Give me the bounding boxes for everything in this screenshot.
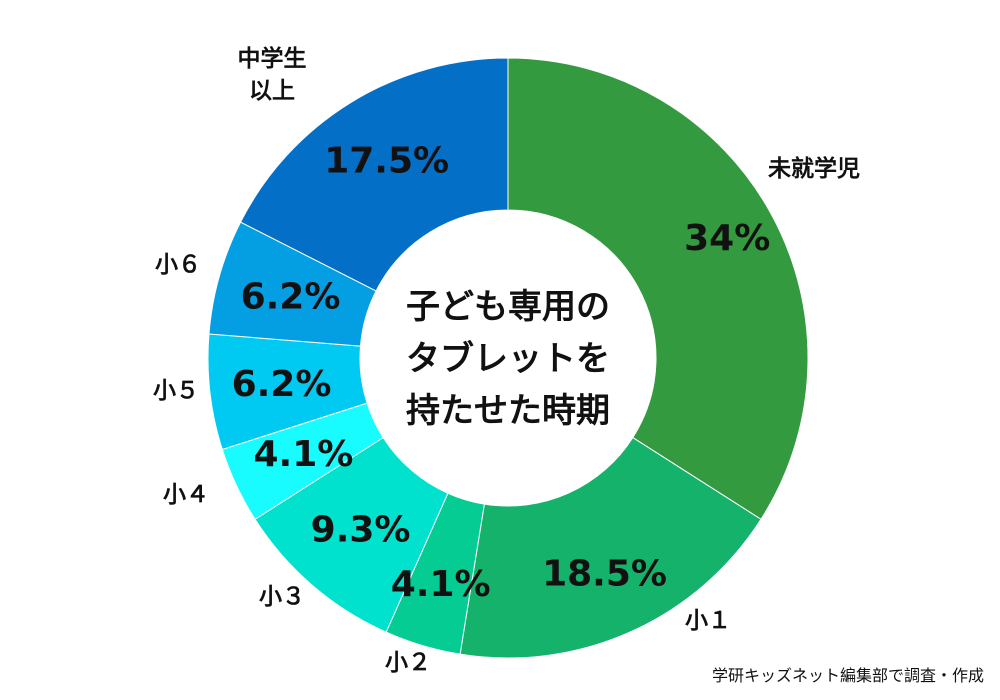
title-line: 持たせた時期 bbox=[406, 391, 610, 431]
category-label-line: 小３ bbox=[259, 584, 305, 610]
slices-group bbox=[207, 57, 809, 659]
category-label-line: 小６ bbox=[155, 252, 201, 278]
source-credit: 学研キッズネット編集部で調査・作成 bbox=[711, 666, 984, 685]
slice-value-label: 6.2% bbox=[241, 277, 341, 318]
category-label-line: 小４ bbox=[163, 482, 209, 508]
pie-slice bbox=[459, 436, 762, 659]
slice-category-label: 小２ bbox=[385, 650, 431, 676]
value-labels-group: 34% 18.5% 4.1% 9.3% 4.1% 6.2% 6.2% 17.5% bbox=[232, 140, 771, 605]
slice-value-label: 4.1% bbox=[253, 434, 353, 475]
slice-category-label: 小６ bbox=[155, 252, 201, 278]
slice-value-label: 18.5% bbox=[542, 553, 667, 594]
slice-category-label: 小３ bbox=[259, 584, 305, 610]
slice-category-label: 中学生以上 bbox=[238, 45, 307, 104]
category-label-line: 小１ bbox=[685, 608, 731, 634]
category-label-line: 小２ bbox=[385, 650, 431, 676]
slice-value-label: 17.5% bbox=[324, 140, 449, 181]
slice-category-label: 小５ bbox=[153, 378, 199, 404]
title-line: 子ども専用の bbox=[406, 287, 610, 327]
category-label-line: 未就学児 bbox=[768, 155, 860, 182]
chart-title: 子ども専用のタブレットを持たせた時期 bbox=[406, 287, 610, 431]
slice-value-label: 4.1% bbox=[391, 564, 491, 605]
category-label-line: 以上 bbox=[249, 78, 295, 104]
slice-value-label: 6.2% bbox=[232, 364, 332, 405]
slice-category-label: 未就学児 bbox=[768, 155, 860, 182]
slice-category-label: 小４ bbox=[163, 482, 209, 508]
category-label-line: 中学生 bbox=[238, 45, 307, 72]
title-line: タブレットを bbox=[406, 339, 610, 379]
pie-slice bbox=[507, 57, 809, 520]
category-label-line: 小５ bbox=[153, 378, 199, 404]
slice-value-label: 34% bbox=[684, 218, 770, 259]
pie-slice bbox=[239, 57, 509, 292]
slice-category-label: 小１ bbox=[685, 608, 731, 634]
slice-value-label: 9.3% bbox=[311, 509, 411, 550]
